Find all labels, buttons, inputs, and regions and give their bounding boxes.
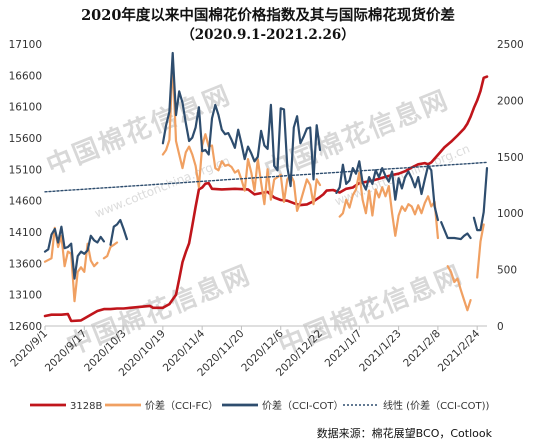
- y-right-tick-label: 0: [497, 321, 504, 333]
- y-left-tick-label: 15100: [9, 164, 42, 176]
- y-left-tick-label: 16100: [9, 102, 42, 114]
- y-right-tick-label: 500: [497, 265, 517, 277]
- data-source: 数据来源：棉花展望BCO，Cotlook: [316, 427, 492, 440]
- y-right-tick-label: 2000: [497, 95, 524, 107]
- y-right-tick-label: 1500: [497, 152, 524, 164]
- x-tick-label: 2021/2/24: [436, 327, 483, 374]
- x-tick-label: 2021/2/8: [401, 328, 443, 370]
- series-line-2-seg-0: [43, 225, 105, 280]
- series-line-2-seg-1: [109, 218, 128, 246]
- y-left-tick-label: 13100: [9, 290, 42, 302]
- y-left-tick-label: 13600: [9, 258, 42, 270]
- chart-subtitle: （2020.9.1-2021.2.26）: [181, 27, 355, 43]
- series-line-2-seg-4: [440, 221, 472, 241]
- y-left-tick-label: 15600: [9, 133, 42, 145]
- legend-label-3: 线性 (价差（CCI-COT)): [383, 399, 489, 412]
- y-left-tick-label: 12600: [9, 321, 42, 333]
- y-left-tick-label: 14600: [9, 196, 42, 208]
- series-line-0-seg-0: [43, 75, 489, 323]
- series-line-2-seg-2: [161, 51, 322, 188]
- y-left-tick-label: 16600: [9, 70, 42, 82]
- series-line-1-seg-3: [338, 171, 439, 240]
- x-tick-label: 2021/1/7: [323, 328, 365, 370]
- y-left-tick-label: 14100: [9, 227, 42, 239]
- x-tick-label: 2020/9/1: [8, 328, 50, 370]
- series-line-1-seg-1: [102, 241, 119, 260]
- series-line-3-seg-0: [44, 161, 488, 193]
- series-line-2-seg-5: [472, 167, 489, 232]
- series-line-2-seg-3: [335, 160, 439, 222]
- y-right-tick-label: 2500: [497, 39, 524, 51]
- y-left-tick-label: 17100: [9, 39, 42, 51]
- legend-label-2: 价差（CCI-COT）: [262, 399, 343, 412]
- chart-title: 2020年度以来中国棉花价格指数及其与国际棉花现货价差: [81, 7, 455, 24]
- legend-label-1: 价差（CCI-FC）: [145, 399, 218, 412]
- series-line-1-seg-4: [446, 265, 472, 312]
- series-line-1-seg-5: [476, 223, 485, 279]
- y-right-tick-label: 1000: [497, 208, 524, 220]
- x-tick-label: 2021/1/23: [357, 328, 404, 375]
- legend-label-0: 3128B: [70, 401, 102, 412]
